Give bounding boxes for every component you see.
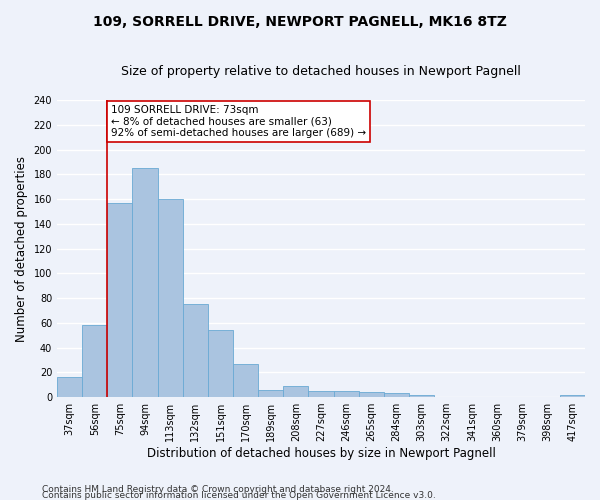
X-axis label: Distribution of detached houses by size in Newport Pagnell: Distribution of detached houses by size …	[146, 447, 496, 460]
Bar	[133, 168, 158, 397]
Bar	[409, 394, 434, 397]
Bar	[183, 304, 208, 397]
Bar	[560, 394, 585, 397]
Text: 109, SORRELL DRIVE, NEWPORT PAGNELL, MK16 8TZ: 109, SORRELL DRIVE, NEWPORT PAGNELL, MK1…	[93, 15, 507, 29]
Bar	[258, 390, 283, 397]
Bar	[208, 330, 233, 397]
Text: Contains public sector information licensed under the Open Government Licence v3: Contains public sector information licen…	[42, 490, 436, 500]
Bar	[283, 386, 308, 397]
Bar	[233, 364, 258, 397]
Title: Size of property relative to detached houses in Newport Pagnell: Size of property relative to detached ho…	[121, 65, 521, 78]
Text: Contains HM Land Registry data © Crown copyright and database right 2024.: Contains HM Land Registry data © Crown c…	[42, 484, 394, 494]
Bar	[57, 378, 82, 397]
Bar	[107, 202, 133, 397]
Y-axis label: Number of detached properties: Number of detached properties	[15, 156, 28, 342]
Bar	[384, 394, 409, 397]
Bar	[158, 199, 183, 397]
Bar	[82, 326, 107, 397]
Bar	[308, 391, 334, 397]
Bar	[359, 392, 384, 397]
Text: 109 SORRELL DRIVE: 73sqm
← 8% of detached houses are smaller (63)
92% of semi-de: 109 SORRELL DRIVE: 73sqm ← 8% of detache…	[111, 105, 366, 138]
Bar	[334, 391, 359, 397]
